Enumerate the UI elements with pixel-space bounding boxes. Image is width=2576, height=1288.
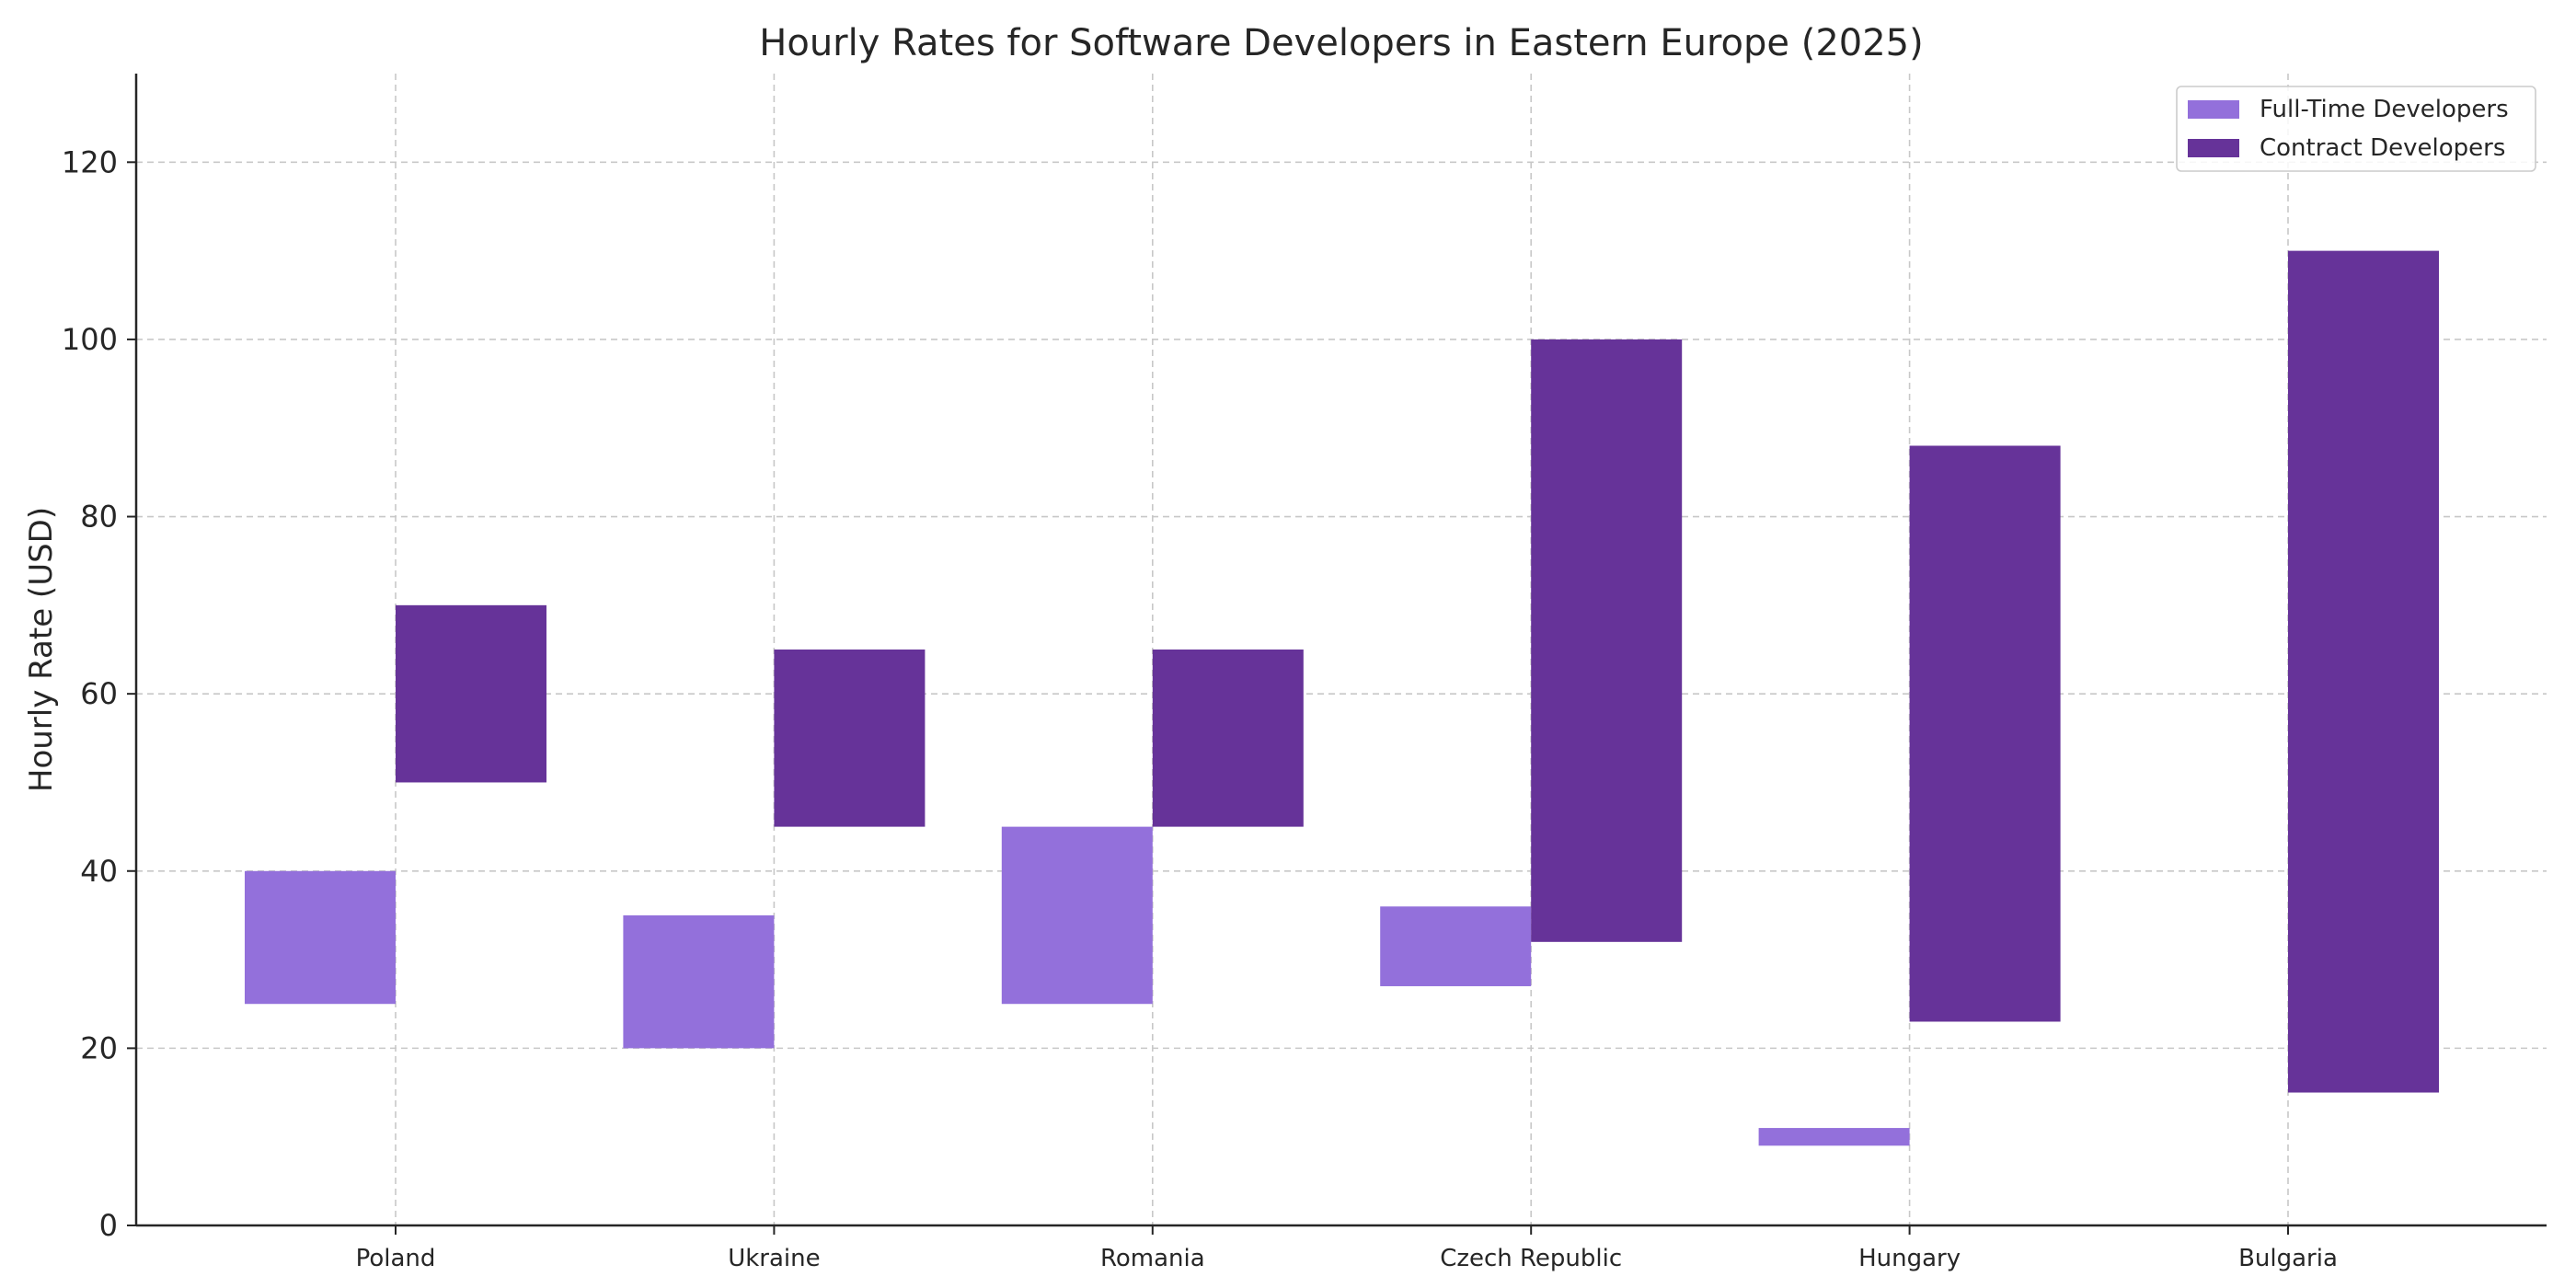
legend-swatch: [2188, 100, 2239, 119]
y-tick-label: 40: [80, 854, 118, 889]
y-tick-label: 120: [62, 144, 118, 179]
legend: Full-Time Developers Contract Developers: [2176, 86, 2536, 172]
legend-label: Contract Developers: [2260, 134, 2505, 162]
x-tick-label: Poland: [356, 1245, 436, 1272]
legend-label: Full-Time Developers: [2260, 96, 2509, 123]
y-tick-label: 100: [62, 322, 118, 357]
bar-1-4: [1909, 445, 2061, 1022]
bar-1-1: [774, 650, 926, 827]
chart-title: Hourly Rates for Software Developers in …: [759, 22, 1923, 64]
bars: [245, 250, 2439, 1146]
x-tick-label: Czech Republic: [1440, 1245, 1622, 1272]
bar-0-2: [1001, 826, 1153, 1005]
x-tick-label: Romania: [1100, 1245, 1205, 1272]
y-tick-label: 60: [80, 676, 118, 711]
y-tick-labels: 0 20 40 60 80 100 120: [62, 144, 136, 1243]
legend-box: [2176, 86, 2536, 172]
bar-1-5: [2288, 250, 2439, 1093]
y-tick-label: 0: [99, 1208, 118, 1243]
bar-1-3: [1531, 339, 1683, 942]
bar-0-4: [1758, 1128, 1910, 1146]
x-tick-label: Bulgaria: [2238, 1245, 2338, 1272]
x-tick-label: Ukraine: [728, 1245, 820, 1272]
bar-1-2: [1152, 650, 1304, 827]
y-tick-label: 80: [80, 500, 118, 535]
y-tick-label: 20: [80, 1030, 118, 1065]
y-axis-label: Hourly Rate (USD): [23, 507, 60, 792]
bar-1-0: [396, 604, 546, 783]
x-tick-labels: Poland Ukraine Romania Czech Republic Hungar…: [356, 1225, 2338, 1272]
bar-0-0: [245, 870, 396, 1005]
legend-swatch: [2188, 139, 2239, 157]
axes: [134, 74, 2547, 1227]
x-tick-label: Hungary: [1858, 1245, 1961, 1272]
bar-0-1: [623, 914, 775, 1049]
bar-0-3: [1380, 906, 1532, 986]
